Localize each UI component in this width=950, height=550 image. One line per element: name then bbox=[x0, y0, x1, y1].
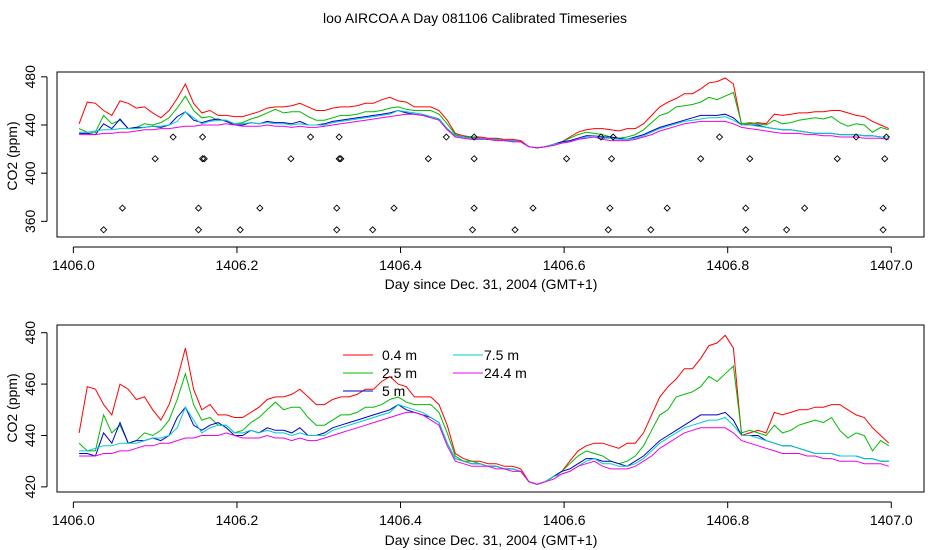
top-series-line-24-4-mm bbox=[79, 113, 889, 149]
top-y-tick-label: 480 bbox=[22, 65, 38, 89]
page-title: loo AIRCOA A Day 081106 Calibrated Times… bbox=[322, 10, 627, 26]
top-point-marker bbox=[335, 155, 343, 163]
top-point-marker bbox=[236, 226, 244, 234]
top-point-marker bbox=[742, 226, 750, 234]
top-point-marker bbox=[742, 204, 750, 212]
bottom-x-tick-label: 1406.8 bbox=[706, 512, 749, 528]
top-y-tick-label: 360 bbox=[22, 209, 38, 233]
top-x-tick-label: 1406.6 bbox=[543, 257, 586, 273]
top-point-marker bbox=[879, 204, 887, 212]
top-x-tick-label: 1406.8 bbox=[706, 257, 749, 273]
top-point-marker bbox=[442, 133, 450, 141]
top-x-axis: 1406.0 1406.2 1406.4 1406.6 1406.8 1407.0 bbox=[52, 246, 913, 273]
top-point-marker bbox=[169, 133, 177, 141]
top-point-marker bbox=[99, 226, 108, 234]
top-point-marker bbox=[470, 155, 478, 163]
top-point-marker bbox=[194, 226, 203, 234]
top-y-axis-label: CO2 (ppm) bbox=[4, 121, 20, 190]
top-point-marker bbox=[562, 155, 571, 163]
legend: 0.4 m 2.5 m 5 m 7.5 m 24.4 m bbox=[343, 347, 527, 399]
top-point-marker bbox=[606, 204, 614, 212]
bottom-series-line-7-5-mm bbox=[79, 404, 889, 485]
bottom-x-tick-label: 1406.6 bbox=[543, 512, 586, 528]
bottom-series-line-5-mm bbox=[79, 404, 889, 485]
top-point-marker bbox=[369, 226, 377, 234]
top-point-marker bbox=[697, 155, 705, 163]
top-point-marker bbox=[881, 155, 889, 163]
top-point-marker bbox=[151, 155, 159, 163]
bottom-panel: 1406.0 1406.2 1406.4 1406.6 1406.8 1407.0 420… bbox=[4, 321, 925, 548]
top-point-marker bbox=[715, 133, 724, 141]
bottom-plot-frame bbox=[56, 324, 925, 493]
bottom-x-tick-label: 1406.2 bbox=[216, 512, 259, 528]
top-point-marker bbox=[852, 133, 860, 141]
top-point-marker bbox=[663, 204, 671, 212]
top-y-tick-label: 400 bbox=[22, 161, 38, 185]
legend-label-2-5m: 2.5 m bbox=[382, 365, 417, 381]
top-point-marker bbox=[256, 204, 264, 212]
top-point-marker bbox=[118, 204, 127, 212]
top-point-marker bbox=[511, 226, 519, 234]
top-point-marker bbox=[287, 155, 295, 163]
bottom-y-tick-label: 480 bbox=[22, 321, 38, 345]
top-point-marker bbox=[198, 133, 207, 141]
top-x-tick-label: 1406.0 bbox=[52, 257, 95, 273]
top-point-marker bbox=[879, 226, 887, 234]
top-point-marker bbox=[194, 204, 203, 212]
top-x-tick-label: 1406.2 bbox=[216, 257, 259, 273]
bottom-y-tick-label: 440 bbox=[22, 424, 38, 448]
top-x-axis-label: Day since Dec. 31, 2004 (GMT+1) bbox=[385, 276, 598, 292]
top-point-marker bbox=[468, 226, 477, 234]
top-x-tick-label: 1407.0 bbox=[870, 257, 913, 273]
top-point-marker bbox=[609, 133, 617, 141]
top-point-marker bbox=[333, 204, 341, 212]
top-point-marker bbox=[529, 204, 537, 212]
top-point-marker bbox=[335, 133, 343, 141]
bottom-x-tick-label: 1406.0 bbox=[52, 512, 95, 528]
top-y-axis: 360 400 440 480 bbox=[22, 65, 48, 233]
top-point-marker bbox=[597, 133, 605, 141]
top-point-marker bbox=[607, 155, 616, 163]
top-point-marker bbox=[604, 226, 612, 234]
top-point-marker bbox=[424, 155, 432, 163]
top-point-marker bbox=[333, 226, 341, 234]
top-point-marker bbox=[306, 133, 315, 141]
bottom-y-axis: 420 440 460 480 bbox=[22, 321, 48, 499]
top-point-marker bbox=[800, 204, 809, 212]
bottom-series-line-24-4-mm bbox=[79, 411, 889, 485]
top-point-marker bbox=[200, 155, 208, 163]
top-point-marker bbox=[833, 155, 841, 163]
top-panel: 1406.0 1406.2 1406.4 1406.6 1406.8 1407.0 360… bbox=[4, 65, 925, 292]
legend-label-5m: 5 m bbox=[382, 383, 405, 399]
legend-label-0-4m: 0.4 m bbox=[382, 347, 417, 363]
bottom-series-group bbox=[78, 334, 890, 485]
bottom-x-axis-label: Day since Dec. 31, 2004 (GMT+1) bbox=[385, 532, 598, 548]
top-series-line-7-5-mm bbox=[79, 109, 889, 149]
top-plot-frame bbox=[56, 71, 925, 238]
top-point-marker bbox=[882, 133, 891, 141]
top-y-tick-label: 440 bbox=[22, 113, 38, 137]
bottom-y-axis-label: CO2 (ppm) bbox=[4, 373, 20, 442]
bottom-y-tick-label: 460 bbox=[22, 372, 38, 396]
bottom-x-axis: 1406.0 1406.2 1406.4 1406.6 1406.8 1407.0 bbox=[52, 501, 913, 528]
legend-label-7-5m: 7.5 m bbox=[484, 347, 519, 363]
top-series-group bbox=[78, 77, 890, 149]
bottom-x-tick-label: 1406.4 bbox=[379, 512, 422, 528]
top-point-marker bbox=[470, 133, 478, 141]
top-point-marker bbox=[337, 155, 345, 163]
bottom-x-tick-label: 1407.0 bbox=[870, 512, 913, 528]
top-point-marker bbox=[647, 226, 655, 234]
top-point-marker bbox=[198, 155, 207, 163]
top-point-marker bbox=[470, 204, 478, 212]
bottom-y-tick-label: 420 bbox=[22, 475, 38, 499]
top-points-group bbox=[99, 133, 891, 234]
top-x-tick-label: 1406.4 bbox=[379, 257, 422, 273]
top-point-marker bbox=[390, 204, 398, 212]
top-point-marker bbox=[782, 226, 791, 234]
legend-label-24-4m: 24.4 m bbox=[484, 365, 527, 381]
top-point-marker bbox=[746, 155, 754, 163]
